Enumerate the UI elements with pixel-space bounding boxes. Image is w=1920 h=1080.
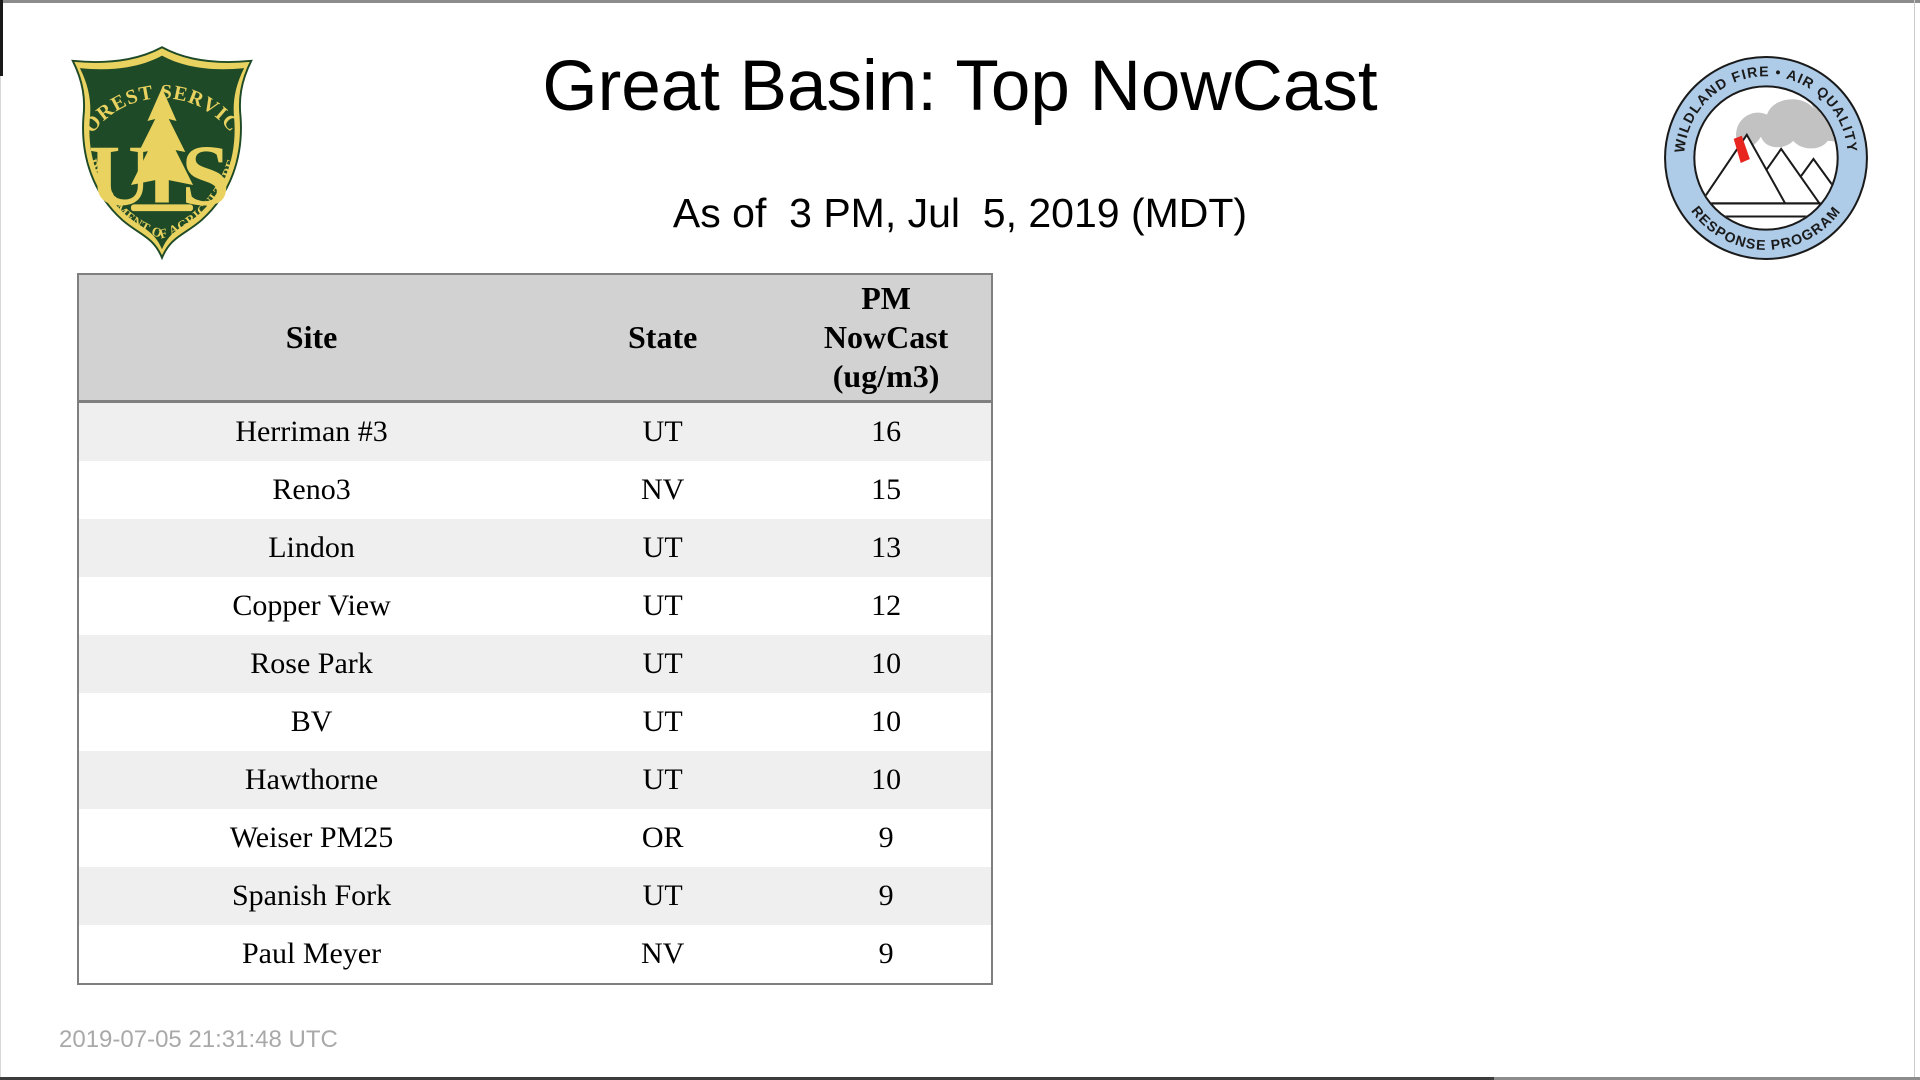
generation-timestamp: 2019-07-05 21:31:48 UTC [59,1026,338,1053]
cell-site: Herriman #3 [235,415,388,448]
cell-state: OR [641,821,684,854]
cell-value: 15 [871,473,902,506]
cell-state: UT [642,415,683,448]
table-row: Spanish Fork UT 9 [79,867,991,925]
column-header-pm-line1: PM [861,280,911,316]
cell-value: 13 [871,531,902,564]
forest-service-logo-icon: FOREST SERVICE U S DEPARTMENT OF AGRICUL… [65,42,253,261]
column-header-pm-line2: NowCast [823,319,949,355]
cell-value: 10 [871,763,902,796]
table-row: Copper View UT 12 [79,577,991,635]
cell-value: 12 [871,589,902,622]
cell-state: UT [642,705,683,738]
column-header-pm-nowcast: PM NowCast (ug/m3) [781,279,991,396]
cell-state: UT [642,589,683,622]
cell-value: 10 [871,705,902,738]
column-header-state: State [628,319,698,355]
pine-tree-base [130,204,194,212]
cell-site: Paul Meyer [241,937,382,970]
window-border-bottom-gray [1494,1077,1920,1080]
table-row: Lindon UT 13 [79,519,991,577]
cell-state: UT [642,763,683,796]
cell-site: Rose Park [250,647,373,680]
cell-site: Weiser PM25 [229,821,394,854]
cell-site: Lindon [268,531,355,564]
cell-value: 10 [871,647,902,680]
wfaqrp-logo-icon: WILDLAND FIRE • AIR QUALITY RESPONSE PRO… [1664,56,1868,260]
table-body: Herriman #3 UT 16 Reno3 NV 15 Lindon UT 13 Copper… [79,403,991,983]
page-title: Great Basin: Top NowCast [542,47,1378,126]
cell-value: 9 [878,821,894,854]
window-border-left [0,0,1,1080]
table-row: Paul Meyer NV 9 [79,925,991,983]
cell-site: Copper View [232,589,391,622]
table-row: Reno3 NV 15 [79,461,991,519]
column-header-site: Site [285,319,338,355]
cell-value: 9 [878,937,894,970]
cell-state: NV [640,937,685,970]
cell-site: BV [290,705,333,738]
table-row: Rose Park UT 10 [79,635,991,693]
window-border-left-dark-segment [0,0,3,76]
cell-value: 16 [871,415,902,448]
fire-mark-icon [1733,135,1750,164]
cell-site: Hawthorne [244,763,379,796]
cell-state: UT [642,879,683,912]
cell-site: Spanish Fork [231,879,392,912]
cell-state: NV [640,473,685,506]
cell-value: 9 [878,879,894,912]
nowcast-table: Site State PM NowCast (ug/m3) Herriman #… [77,273,993,985]
cell-state: UT [642,531,683,564]
table-row: Herriman #3 UT 16 [79,403,991,461]
table-row: Weiser PM25 OR 9 [79,809,991,867]
cell-site: Reno3 [272,473,351,506]
table-row: BV UT 10 [79,693,991,751]
table-row: Hawthorne UT 10 [79,751,991,809]
window-border-top [0,0,1920,3]
page-subtitle: As of 3 PM, Jul 5, 2019 (MDT) [672,190,1248,236]
table-header-row: Site State PM NowCast (ug/m3) [79,275,991,403]
column-header-pm-line3: (ug/m3) [832,358,940,394]
window-border-right [1914,0,1915,1080]
pine-tree-icon [130,87,194,203]
window-border-bottom-dark [0,1077,1494,1080]
cell-state: UT [642,647,683,680]
